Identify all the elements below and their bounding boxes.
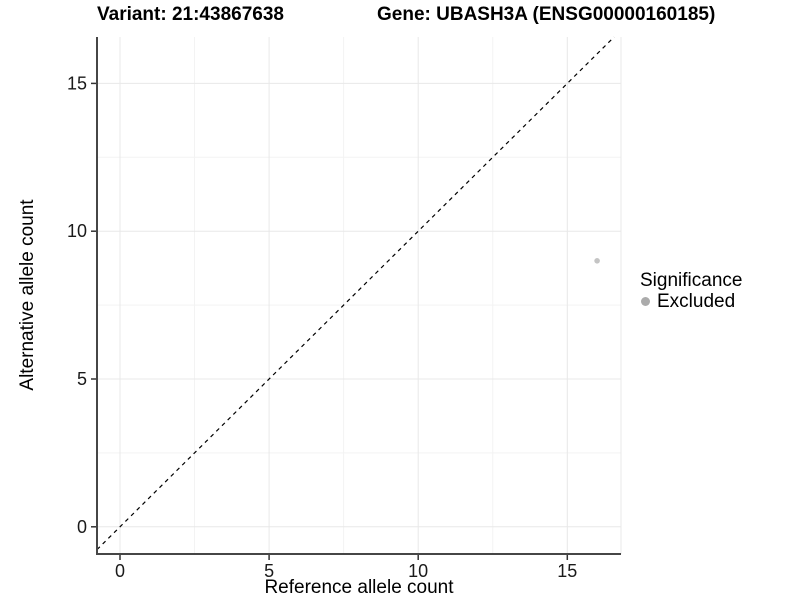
legend-entry-label: Excluded: [657, 291, 736, 312]
legend-entry-excluded: Excluded: [640, 291, 742, 312]
x-tick-label: 10: [408, 561, 428, 581]
legend: Significance Excluded: [640, 270, 742, 312]
identity-dashed-line: [96, 36, 615, 551]
y-axis-label: Alternative allele count: [17, 199, 38, 391]
x-tick-label: 5: [264, 561, 274, 581]
y-tick-label: 15: [67, 73, 87, 93]
y-tick-label: 10: [67, 221, 87, 241]
x-axis-label: Reference allele count: [264, 577, 454, 598]
y-tick-label: 0: [77, 517, 87, 537]
y-tick-label: 5: [77, 369, 87, 389]
variant-title: Variant: 21:43867638: [97, 4, 284, 25]
x-tick-label: 15: [557, 561, 577, 581]
legend-point-icon: [641, 297, 650, 306]
x-tick-label: 0: [115, 561, 125, 581]
legend-title: Significance: [640, 270, 743, 291]
gene-title: Gene: UBASH3A (ENSG00000160185): [377, 4, 716, 25]
data-point: [594, 258, 600, 264]
